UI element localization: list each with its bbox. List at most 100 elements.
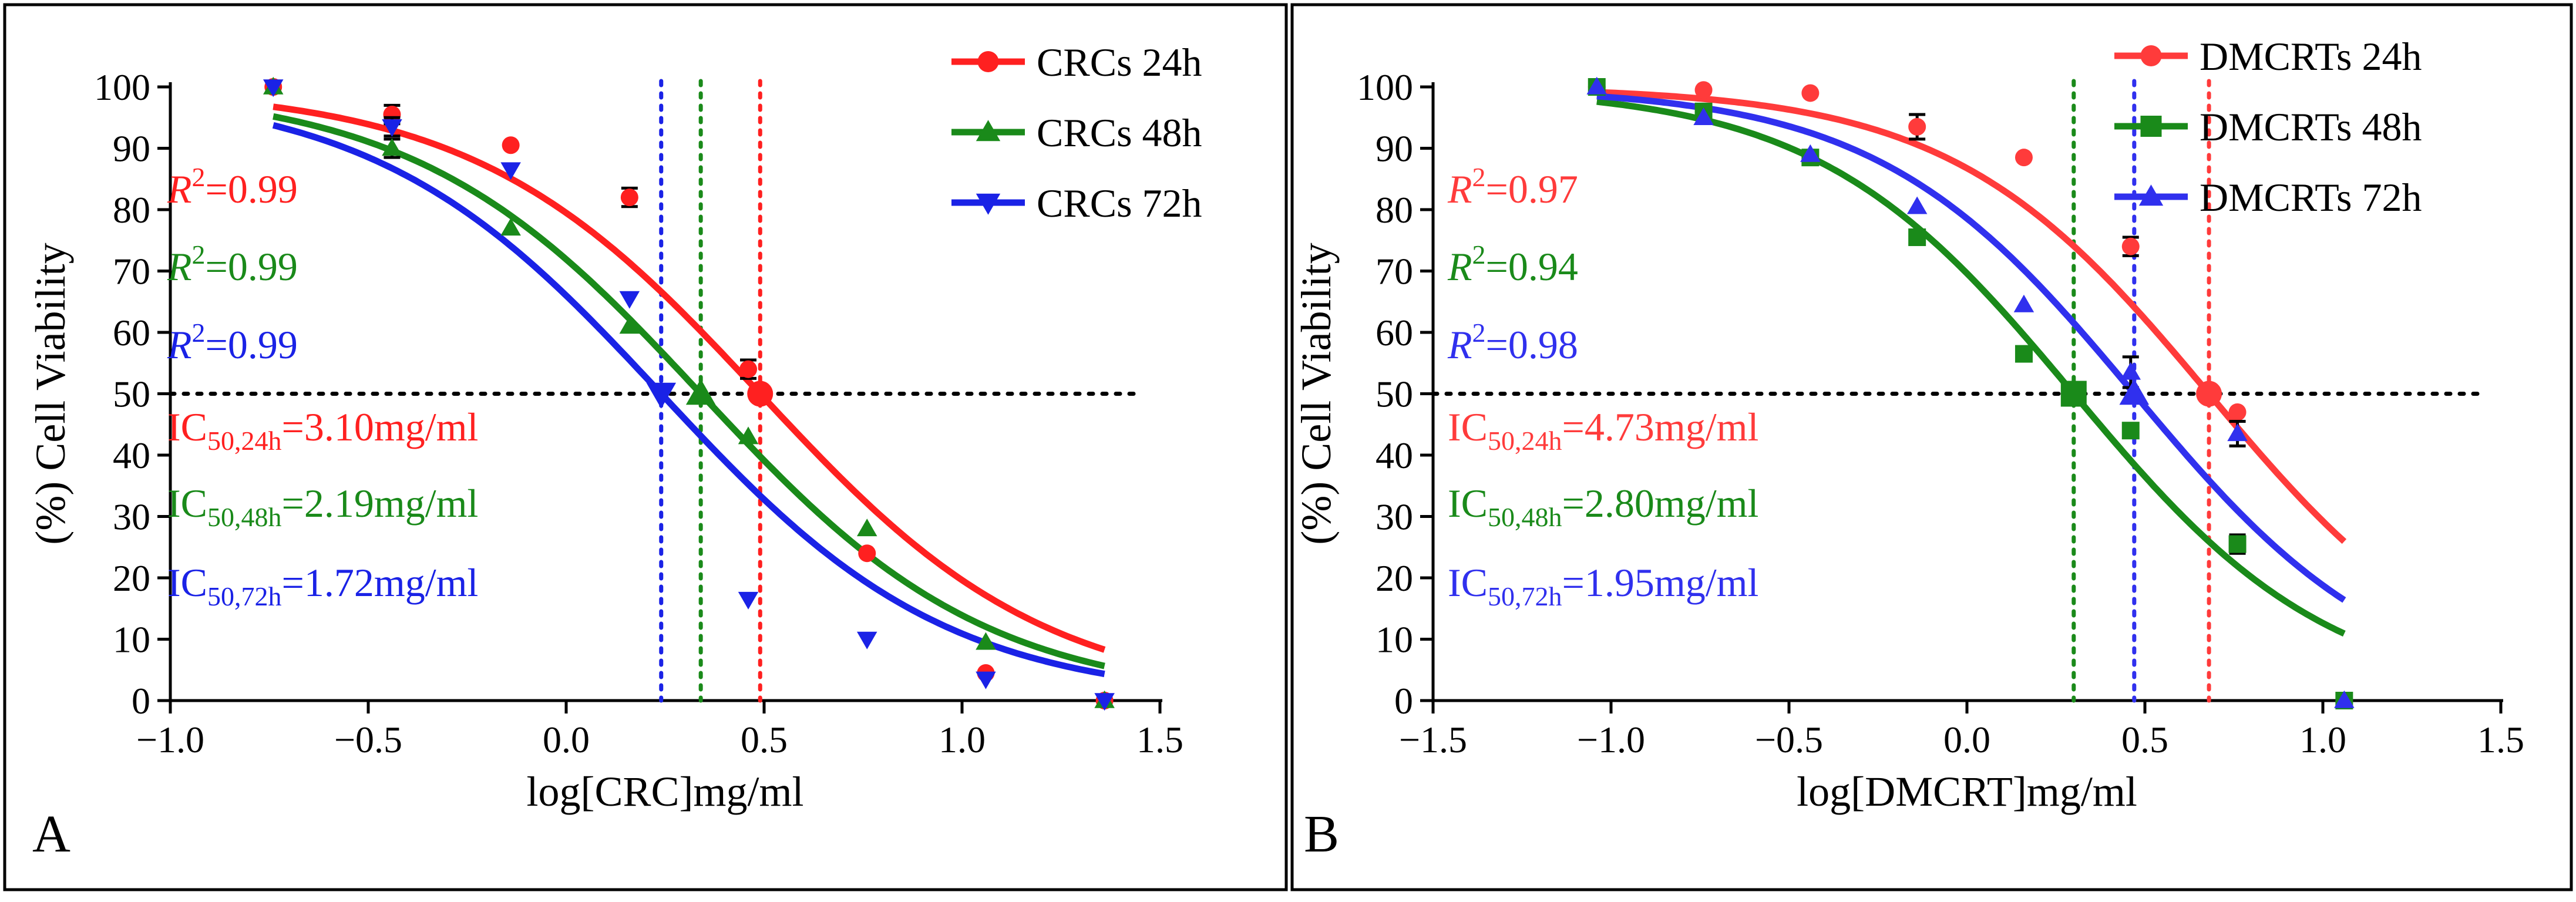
data-point [1908,228,1926,247]
fit-curve [273,113,1105,669]
legend-label: DMCRTs 48h [2200,105,2422,149]
r2-value: =0.99 [206,244,298,289]
y-tick-label: 60 [113,312,150,354]
x-axis-label: log[CRC]mg/ml [526,768,803,815]
r2-symbol: R [167,322,192,367]
legend-marker [976,193,1001,215]
y-tick-label: 50 [113,373,150,415]
y-tick-label: 50 [1376,373,1413,415]
ic50-value: =2.80mg/ml [1562,481,1759,526]
data-point [2015,345,2033,363]
ic50-symbol: IC [167,560,207,605]
y-tick-label: 70 [1376,251,1413,292]
ic50-symbol: IC [167,481,207,526]
fit-curve [1596,93,2346,603]
legend-marker [977,51,999,72]
y-tick-label: 30 [1376,496,1413,538]
data-point [1693,107,1714,125]
r2-value: =0.94 [1486,244,1578,289]
y-tick-label: 90 [113,128,150,170]
data-point [858,544,876,563]
ic50-subscript: 50,48h [1488,502,1562,532]
panel-border [3,3,1288,891]
legend-label: CRCs 72h [1037,181,1202,226]
ic50-symbol: IC [167,405,207,449]
y-tick-label: 40 [113,435,150,476]
r2-symbol: R [1447,322,1472,367]
r2-annotation: R2=0.99 [167,162,298,211]
x-tick-label: −0.5 [1755,719,1823,760]
ic50-value: =1.95mg/ml [1562,560,1759,605]
x-tick-label: 0.0 [1943,719,1990,760]
y-tick-label: 0 [1394,680,1413,722]
x-tick-label: 1.0 [2299,719,2346,760]
ic50-point [685,379,716,405]
data-point [2227,423,2248,442]
data-point [263,79,284,97]
r2-annotation: R2=0.99 [167,240,298,289]
r2-exponent: 2 [1472,240,1486,270]
y-tick-label: 10 [113,619,150,661]
ic50-annotation: IC50,72h=1.72mg/ml [167,560,478,611]
y-tick-label: 100 [1357,66,1413,108]
data-point [976,632,996,650]
data-point [619,291,640,309]
ic50-subscript: 50,48h [207,502,282,532]
data-point [382,138,402,156]
ic50-annotation: IC50,48h=2.80mg/ml [1448,481,1758,532]
r2-symbol: R [1447,167,1472,211]
panel-b: 0 10 20 30 40 50 60 70 80 90 100 −1.5 −1.0 −0.5 0.0 0.5… [1290,3,2573,891]
ic50-symbol: IC [1448,481,1488,526]
data-point [1908,117,1926,136]
x-tick-label: 1.0 [939,719,986,760]
r2-symbol: R [167,167,192,211]
r2-annotation: R2=0.98 [1447,318,1578,367]
ic50-subscript: 50,72h [1488,581,1562,611]
r2-exponent: 2 [1472,318,1486,348]
y-tick-label: 100 [94,66,150,108]
ic50-point [747,381,774,407]
data-point [2121,237,2140,255]
y-tick-label: 20 [1376,557,1413,599]
ic50-annotation: IC50,24h=3.10mg/ml [167,405,478,456]
r2-value: =0.99 [206,167,298,211]
data-point [1906,196,1928,214]
y-tick-label: 60 [1376,312,1413,354]
y-tick-label: 10 [1376,619,1413,661]
r2-exponent: 2 [192,162,206,192]
fit-curve [1596,89,2347,544]
legend-marker [2140,45,2162,66]
r2-value: =0.99 [206,322,298,367]
x-tick-label: 1.5 [2477,719,2524,760]
x-tick-label: −1.0 [1577,719,1645,760]
ic50-annotation: IC50,24h=4.73mg/ml [1448,405,1758,456]
y-tick-label: 80 [1376,189,1413,231]
ic50-symbol: IC [1448,405,1488,449]
r2-annotation: R2=0.99 [167,318,298,367]
ic50-value: =2.19mg/ml [282,481,479,526]
legend-marker [2140,116,2162,137]
ic50-point [646,382,677,409]
data-point [2015,149,2033,167]
y-tick-label: 30 [113,496,150,538]
ic50-subscript: 50,24h [207,426,282,456]
y-tick-label: 70 [113,251,150,292]
panel-label: A [32,805,70,863]
r2-annotation: R2=0.94 [1447,240,1578,289]
x-tick-label: 0.0 [543,719,590,760]
panel-label: B [1304,805,1339,863]
data-point [2228,403,2247,421]
r2-symbol: R [1447,244,1472,289]
ic50-annotation: IC50,48h=2.19mg/ml [167,481,478,532]
ic50-value: =1.72mg/ml [282,560,479,605]
data-point [382,119,402,137]
data-point [2334,690,2355,708]
y-tick-label: 20 [113,557,150,599]
r2-symbol: R [167,244,192,289]
fit-curve [1596,98,2346,637]
legend-label: CRCs 48h [1037,110,1202,155]
x-axis-label: log[DMCRT]mg/ml [1797,768,2137,815]
ic50-value: =3.10mg/ml [282,405,479,449]
legend-label: CRCs 24h [1037,40,1202,85]
fit-curve [272,122,1105,678]
